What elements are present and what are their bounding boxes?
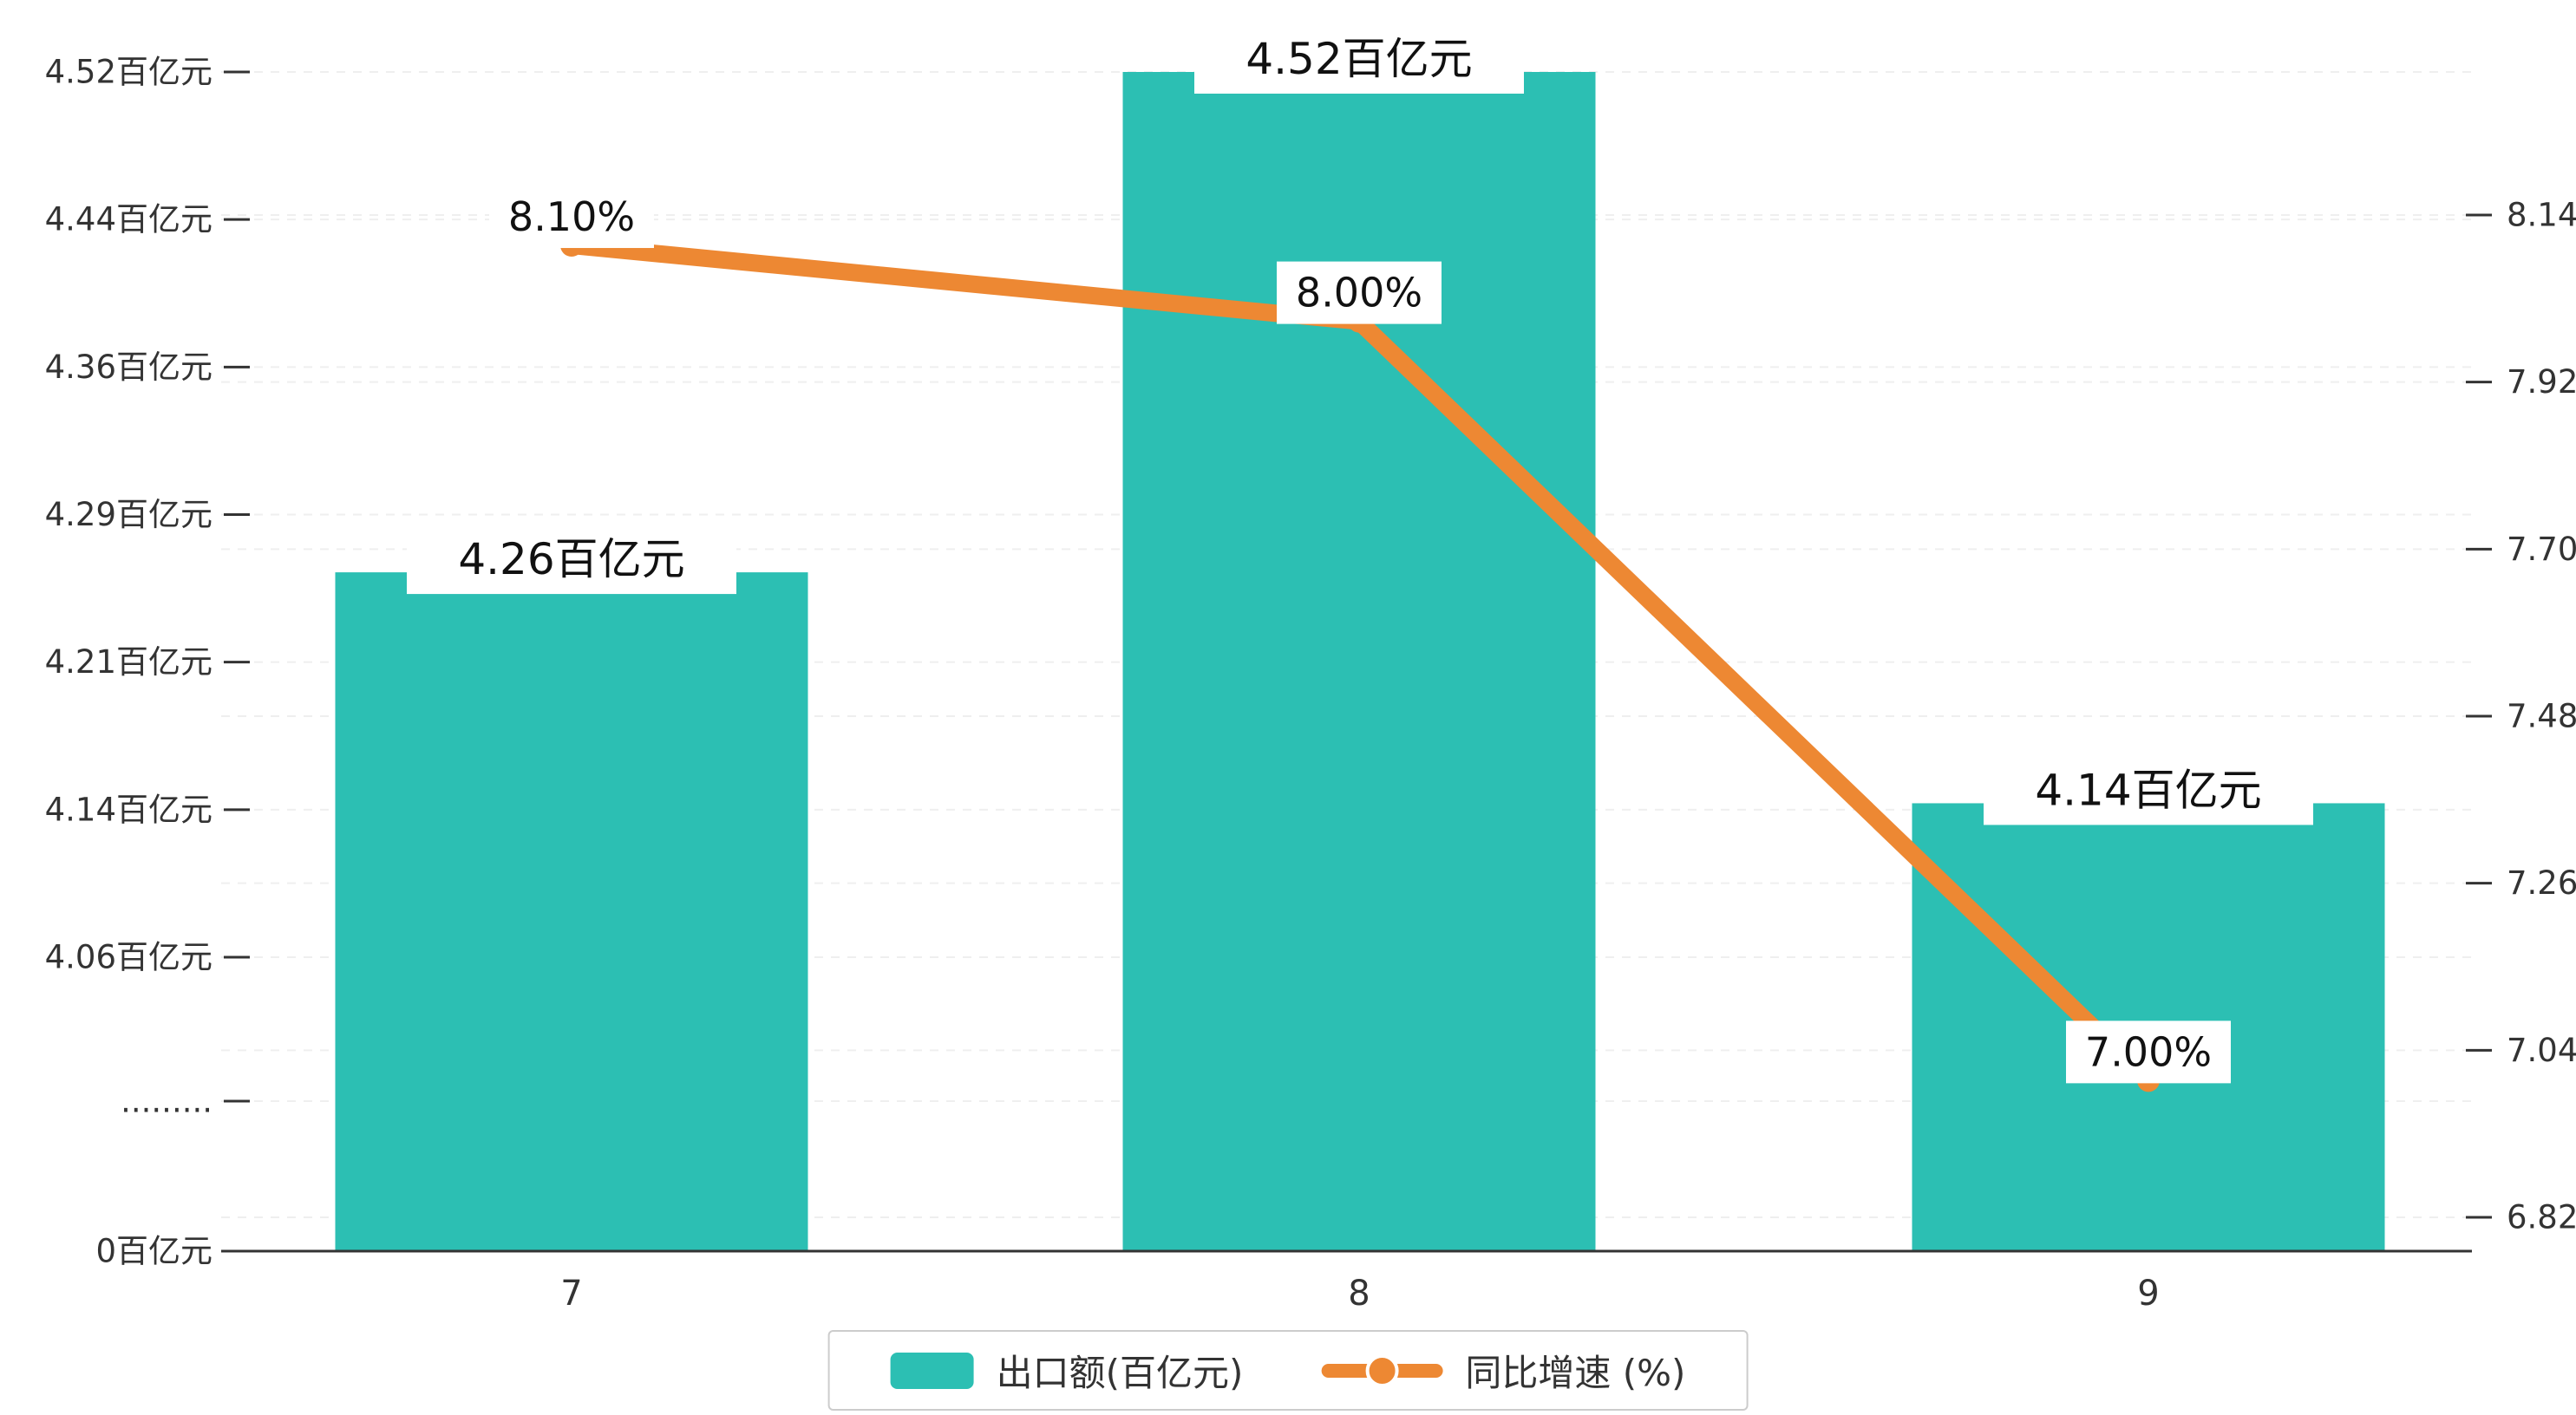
left-axis-tick-label: 4.36百亿元 — [45, 349, 212, 386]
bar-value-label-bg — [1194, 24, 1524, 94]
legend: 出口额(百亿元) 同比增速 (%) — [827, 1330, 1749, 1411]
line-value-label-bg — [1277, 261, 1442, 324]
line-value-label-bg — [2066, 1020, 2231, 1084]
bar-value-label-bg — [407, 525, 736, 595]
left-axis-break-label: ......... — [121, 1083, 212, 1120]
x-axis-label: 8 — [1348, 1274, 1370, 1314]
bar-month-8[interactable] — [1122, 72, 1596, 1251]
right-axis-tick-label: 7.92 — [2507, 363, 2576, 401]
bar-value-label: 4.14百亿元 — [2035, 765, 2261, 815]
right-axis-tick-label: 7.70 — [2507, 531, 2576, 568]
right-axis-tick-label: 7.04 — [2507, 1032, 2576, 1069]
left-axis-tick-label: 4.06百亿元 — [45, 939, 212, 976]
x-axis-label: 7 — [560, 1274, 582, 1314]
left-axis-tick-label: 4.21百亿元 — [45, 643, 212, 681]
x-axis-label: 9 — [2137, 1274, 2159, 1314]
bar-value-label-bg — [1984, 755, 2313, 825]
legend-item-export[interactable]: 出口额(百亿元) — [890, 1344, 1244, 1397]
right-axis-tick-label: 7.26 — [2507, 864, 2576, 902]
left-axis-tick-label: 0百亿元 — [95, 1233, 212, 1270]
left-axis-tick-label: 4.29百亿元 — [45, 496, 212, 533]
bar-month-7[interactable] — [335, 572, 808, 1251]
bar-swatch-icon — [890, 1352, 974, 1389]
line-value-label: 7.00% — [2085, 1028, 2212, 1075]
left-axis-tick-label: 4.52百亿元 — [45, 54, 212, 91]
right-axis-tick-label: 8.14 — [2507, 197, 2576, 234]
bar-value-label: 4.26百亿元 — [458, 534, 684, 584]
line-value-label-bg — [489, 186, 654, 249]
line-dot-icon — [1321, 1353, 1443, 1389]
line-value-label: 8.10% — [508, 193, 635, 240]
left-axis-tick-label: 4.44百亿元 — [45, 201, 212, 238]
line-value-label: 8.00% — [1296, 270, 1422, 316]
bar-value-label: 4.52百亿元 — [1246, 34, 1472, 84]
legend-label-export: 出口额(百亿元) — [996, 1352, 1244, 1394]
right-axis-tick-label: 6.82 — [2507, 1199, 2576, 1236]
right-axis-tick-label: 7.48 — [2507, 698, 2576, 735]
legend-item-growth[interactable]: 同比增速 (%) — [1321, 1344, 1685, 1397]
legend-label-growth: 同比增速 (%) — [1465, 1352, 1686, 1394]
left-axis-tick-label: 4.14百亿元 — [45, 791, 212, 828]
